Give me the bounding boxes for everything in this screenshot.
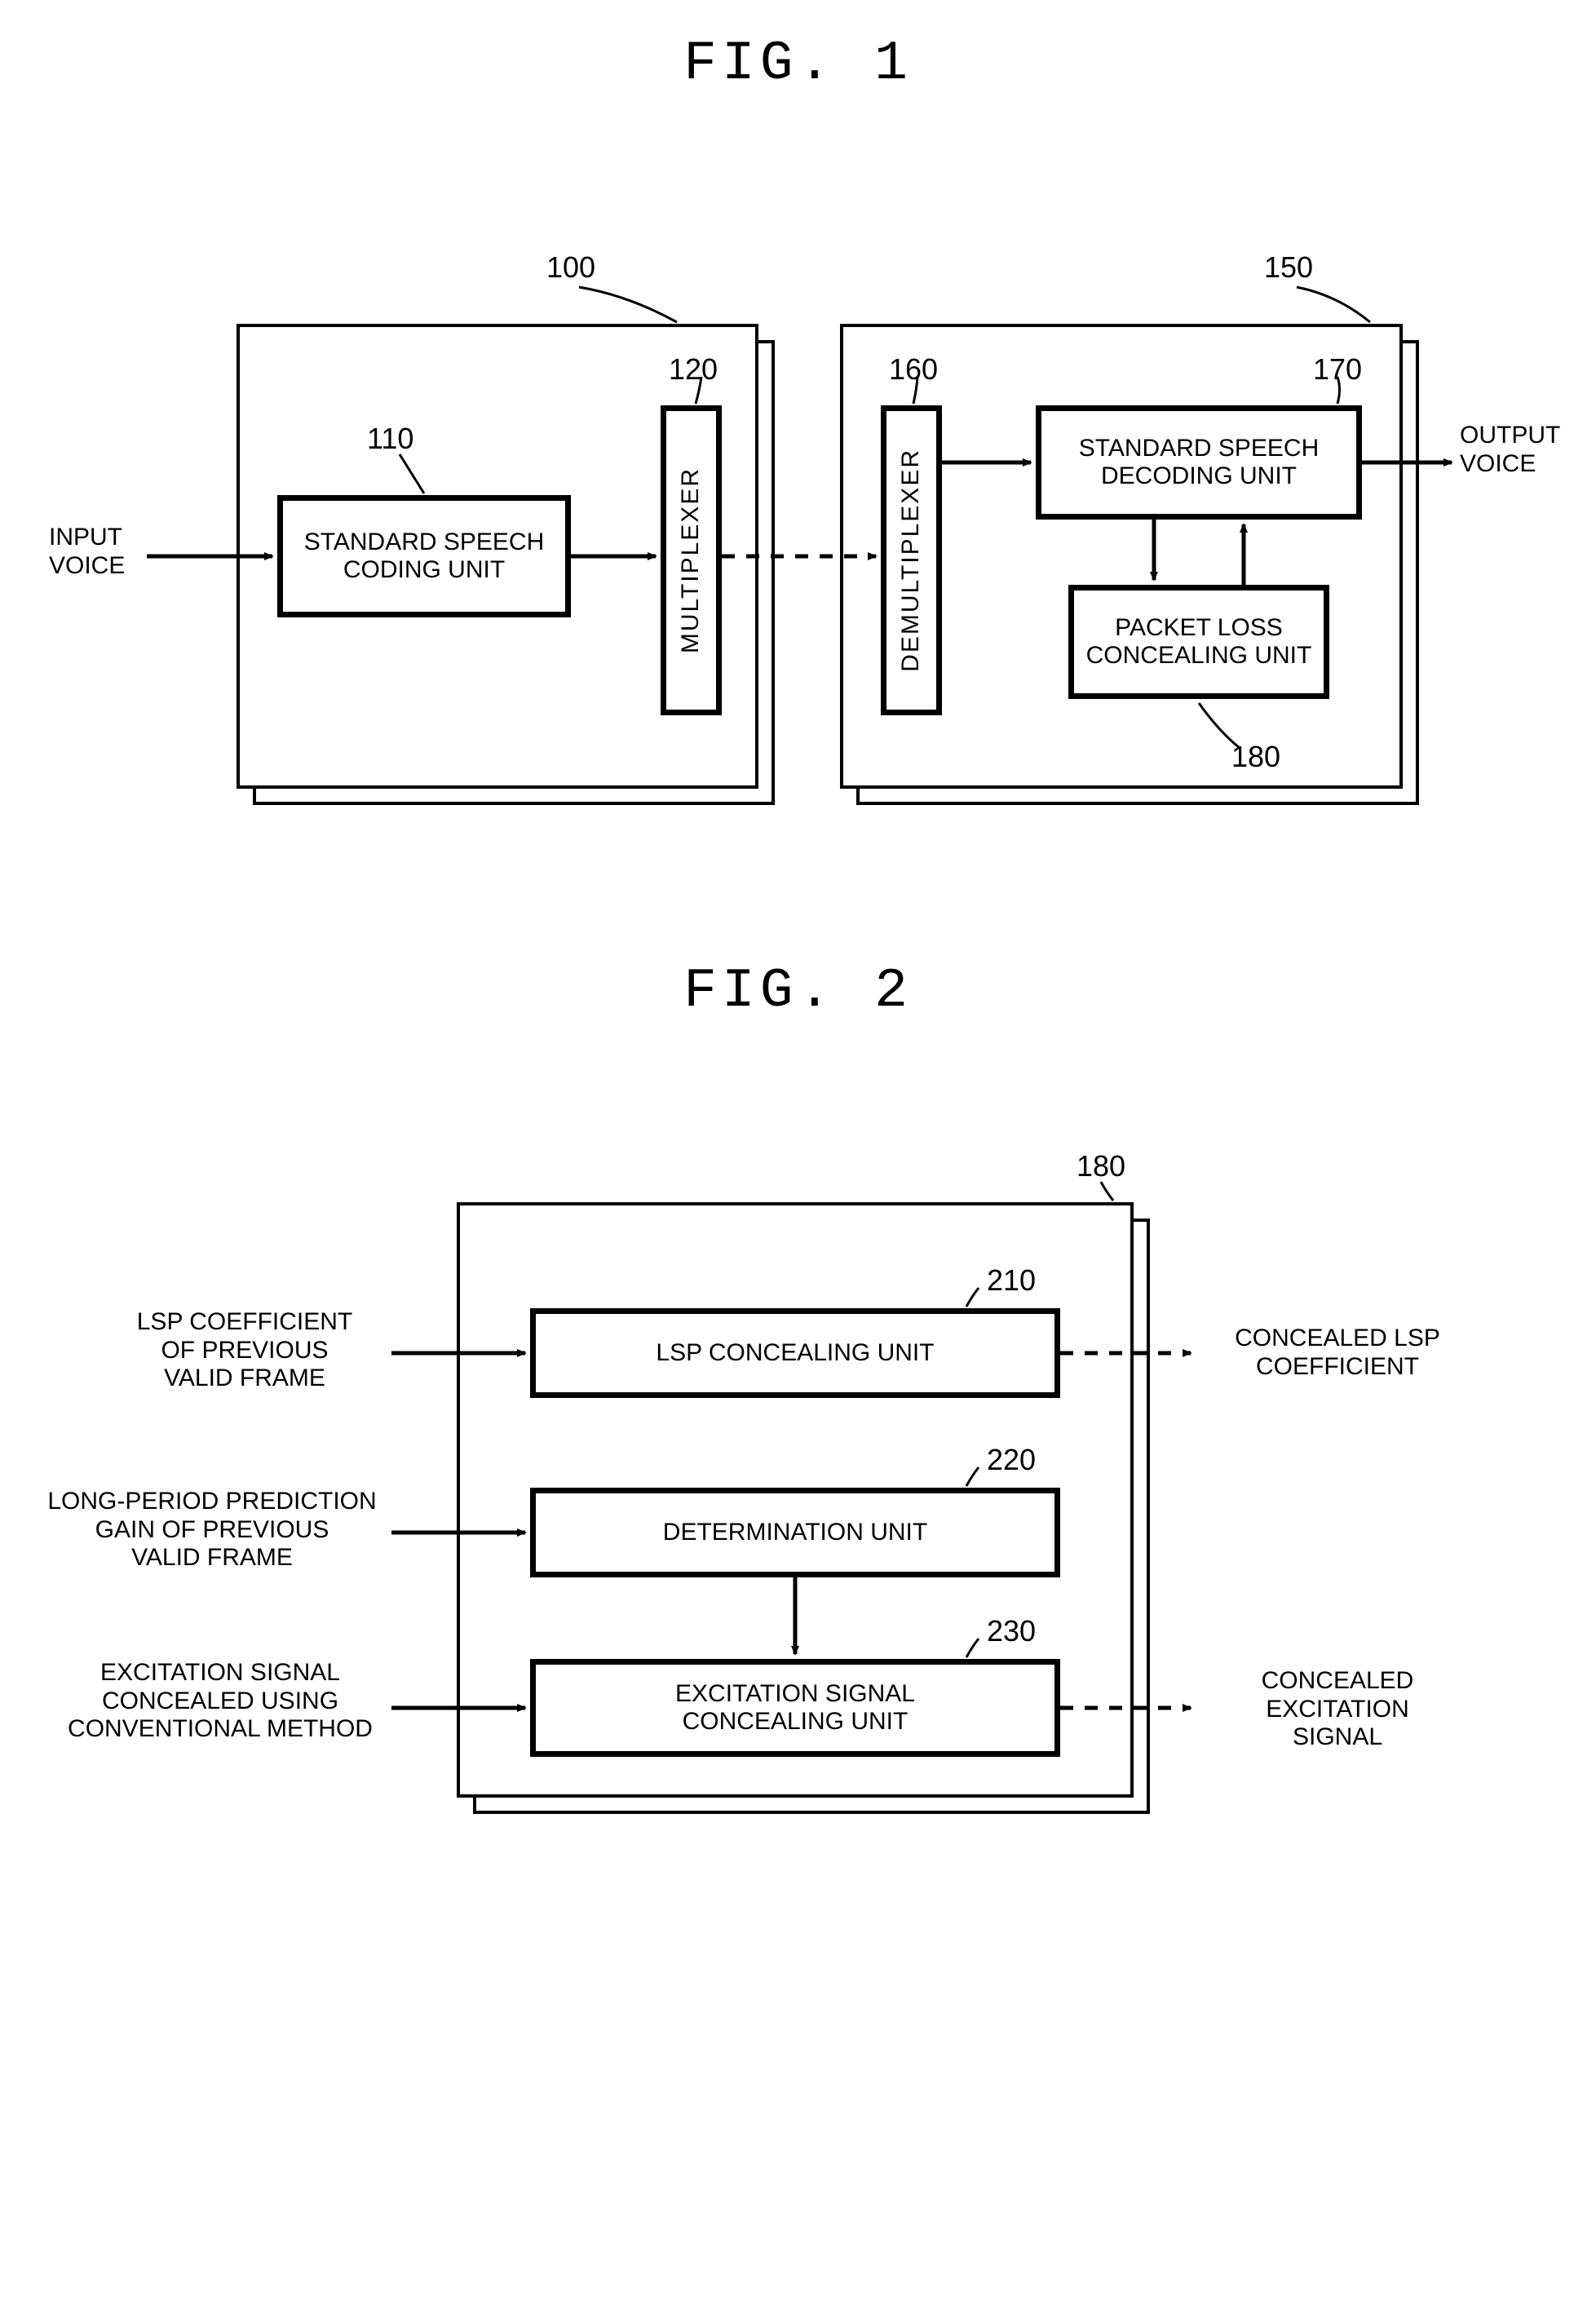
standard-speech-decoding-unit: STANDARD SPEECH DECODING UNIT [1036,405,1362,520]
plc-label: PACKET LOSS CONCEALING UNIT [1086,614,1312,670]
figure-1: FIG. 1 STANDARD SPEECH CODING UNIT MULTI… [16,33,1580,846]
demultiplexer: DEMULTIPLEXER [881,405,942,715]
output-lsp-label: CONCEALED LSP COEFFICIENT [1199,1325,1476,1381]
ref-170: 170 [1313,352,1362,387]
mux-label: MULTIPLEXER [677,467,705,653]
input-excitation-label: EXCITATION SIGNAL CONCEALED USING CONVEN… [57,1659,383,1744]
lsp-box-label: LSP CONCEALING UNIT [656,1339,934,1368]
exc-box-label: EXCITATION SIGNAL CONCEALING UNIT [675,1680,915,1736]
input-voice-label: INPUT VOICE [49,524,179,580]
input-lsp-coeff-label: LSP COEFFICIENT OF PREVIOUS VALID FRAME [106,1308,383,1393]
ref-180: 180 [1231,740,1280,774]
output-voice-label: OUTPUT VOICE [1460,422,1596,478]
ref-120: 120 [669,352,718,387]
fig1-diagram: STANDARD SPEECH CODING UNIT MULTIPLEXER … [16,177,1566,846]
demux-label: DEMULTIPLEXER [897,449,926,672]
figure-2: FIG. 2 LSP CONCEALING UNIT DETERMINATION… [16,960,1580,1855]
ref-210: 210 [987,1263,1036,1298]
excitation-signal-concealing-unit: EXCITATION SIGNAL CONCEALING UNIT [530,1659,1060,1757]
ref-230: 230 [987,1614,1036,1648]
fig2-title: FIG. 2 [16,960,1580,1023]
input-ltp-gain-label: LONG-PERIOD PREDICTION GAIN OF PREVIOUS … [41,1488,383,1573]
ref-110: 110 [367,422,413,456]
ref-150: 150 [1264,250,1313,285]
ref-220: 220 [987,1443,1036,1477]
multiplexer: MULTIPLEXER [661,405,722,715]
coding-unit-label: STANDARD SPEECH CODING UNIT [304,529,545,585]
ref-160: 160 [889,352,938,387]
det-box-label: DETERMINATION UNIT [663,1519,927,1547]
fig1-title: FIG. 1 [16,33,1580,95]
lsp-concealing-unit: LSP CONCEALING UNIT [530,1308,1060,1398]
ref2-180: 180 [1077,1149,1125,1183]
fig2-diagram: LSP CONCEALING UNIT DETERMINATION UNIT E… [16,1104,1566,1855]
determination-unit: DETERMINATION UNIT [530,1488,1060,1577]
packet-loss-concealing-unit: PACKET LOSS CONCEALING UNIT [1068,585,1329,699]
decoding-unit-label: STANDARD SPEECH DECODING UNIT [1079,435,1320,491]
ref-100: 100 [546,250,595,285]
output-exc-label: CONCEALED EXCITATION SIGNAL [1207,1667,1468,1752]
standard-speech-coding-unit: STANDARD SPEECH CODING UNIT [277,495,571,617]
